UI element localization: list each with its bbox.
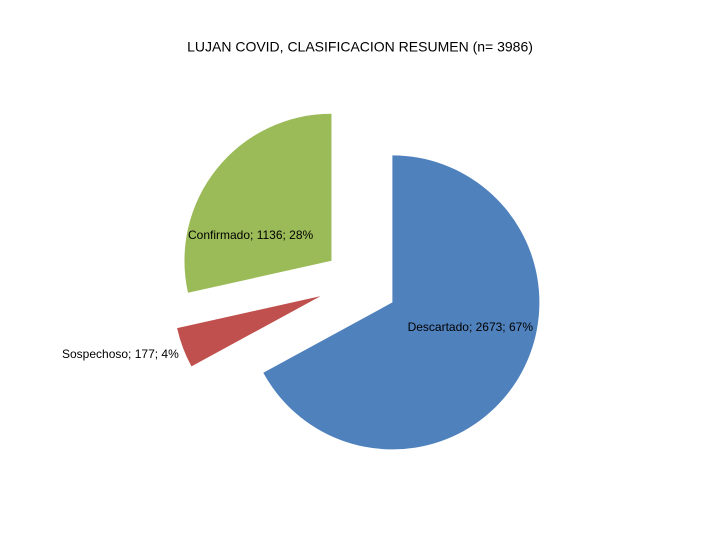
data-label: Descartado; 2673; 67% xyxy=(408,320,534,334)
pie-slice xyxy=(177,296,321,367)
chart-title: LUJAN COVID, CLASIFICACION RESUMEN (n= 3… xyxy=(187,39,533,55)
pie-slice xyxy=(184,113,332,293)
data-label: Sospechoso; 177; 4% xyxy=(62,347,179,361)
pie-slice xyxy=(263,155,540,450)
data-label: Confirmado; 1136; 28% xyxy=(188,228,314,242)
